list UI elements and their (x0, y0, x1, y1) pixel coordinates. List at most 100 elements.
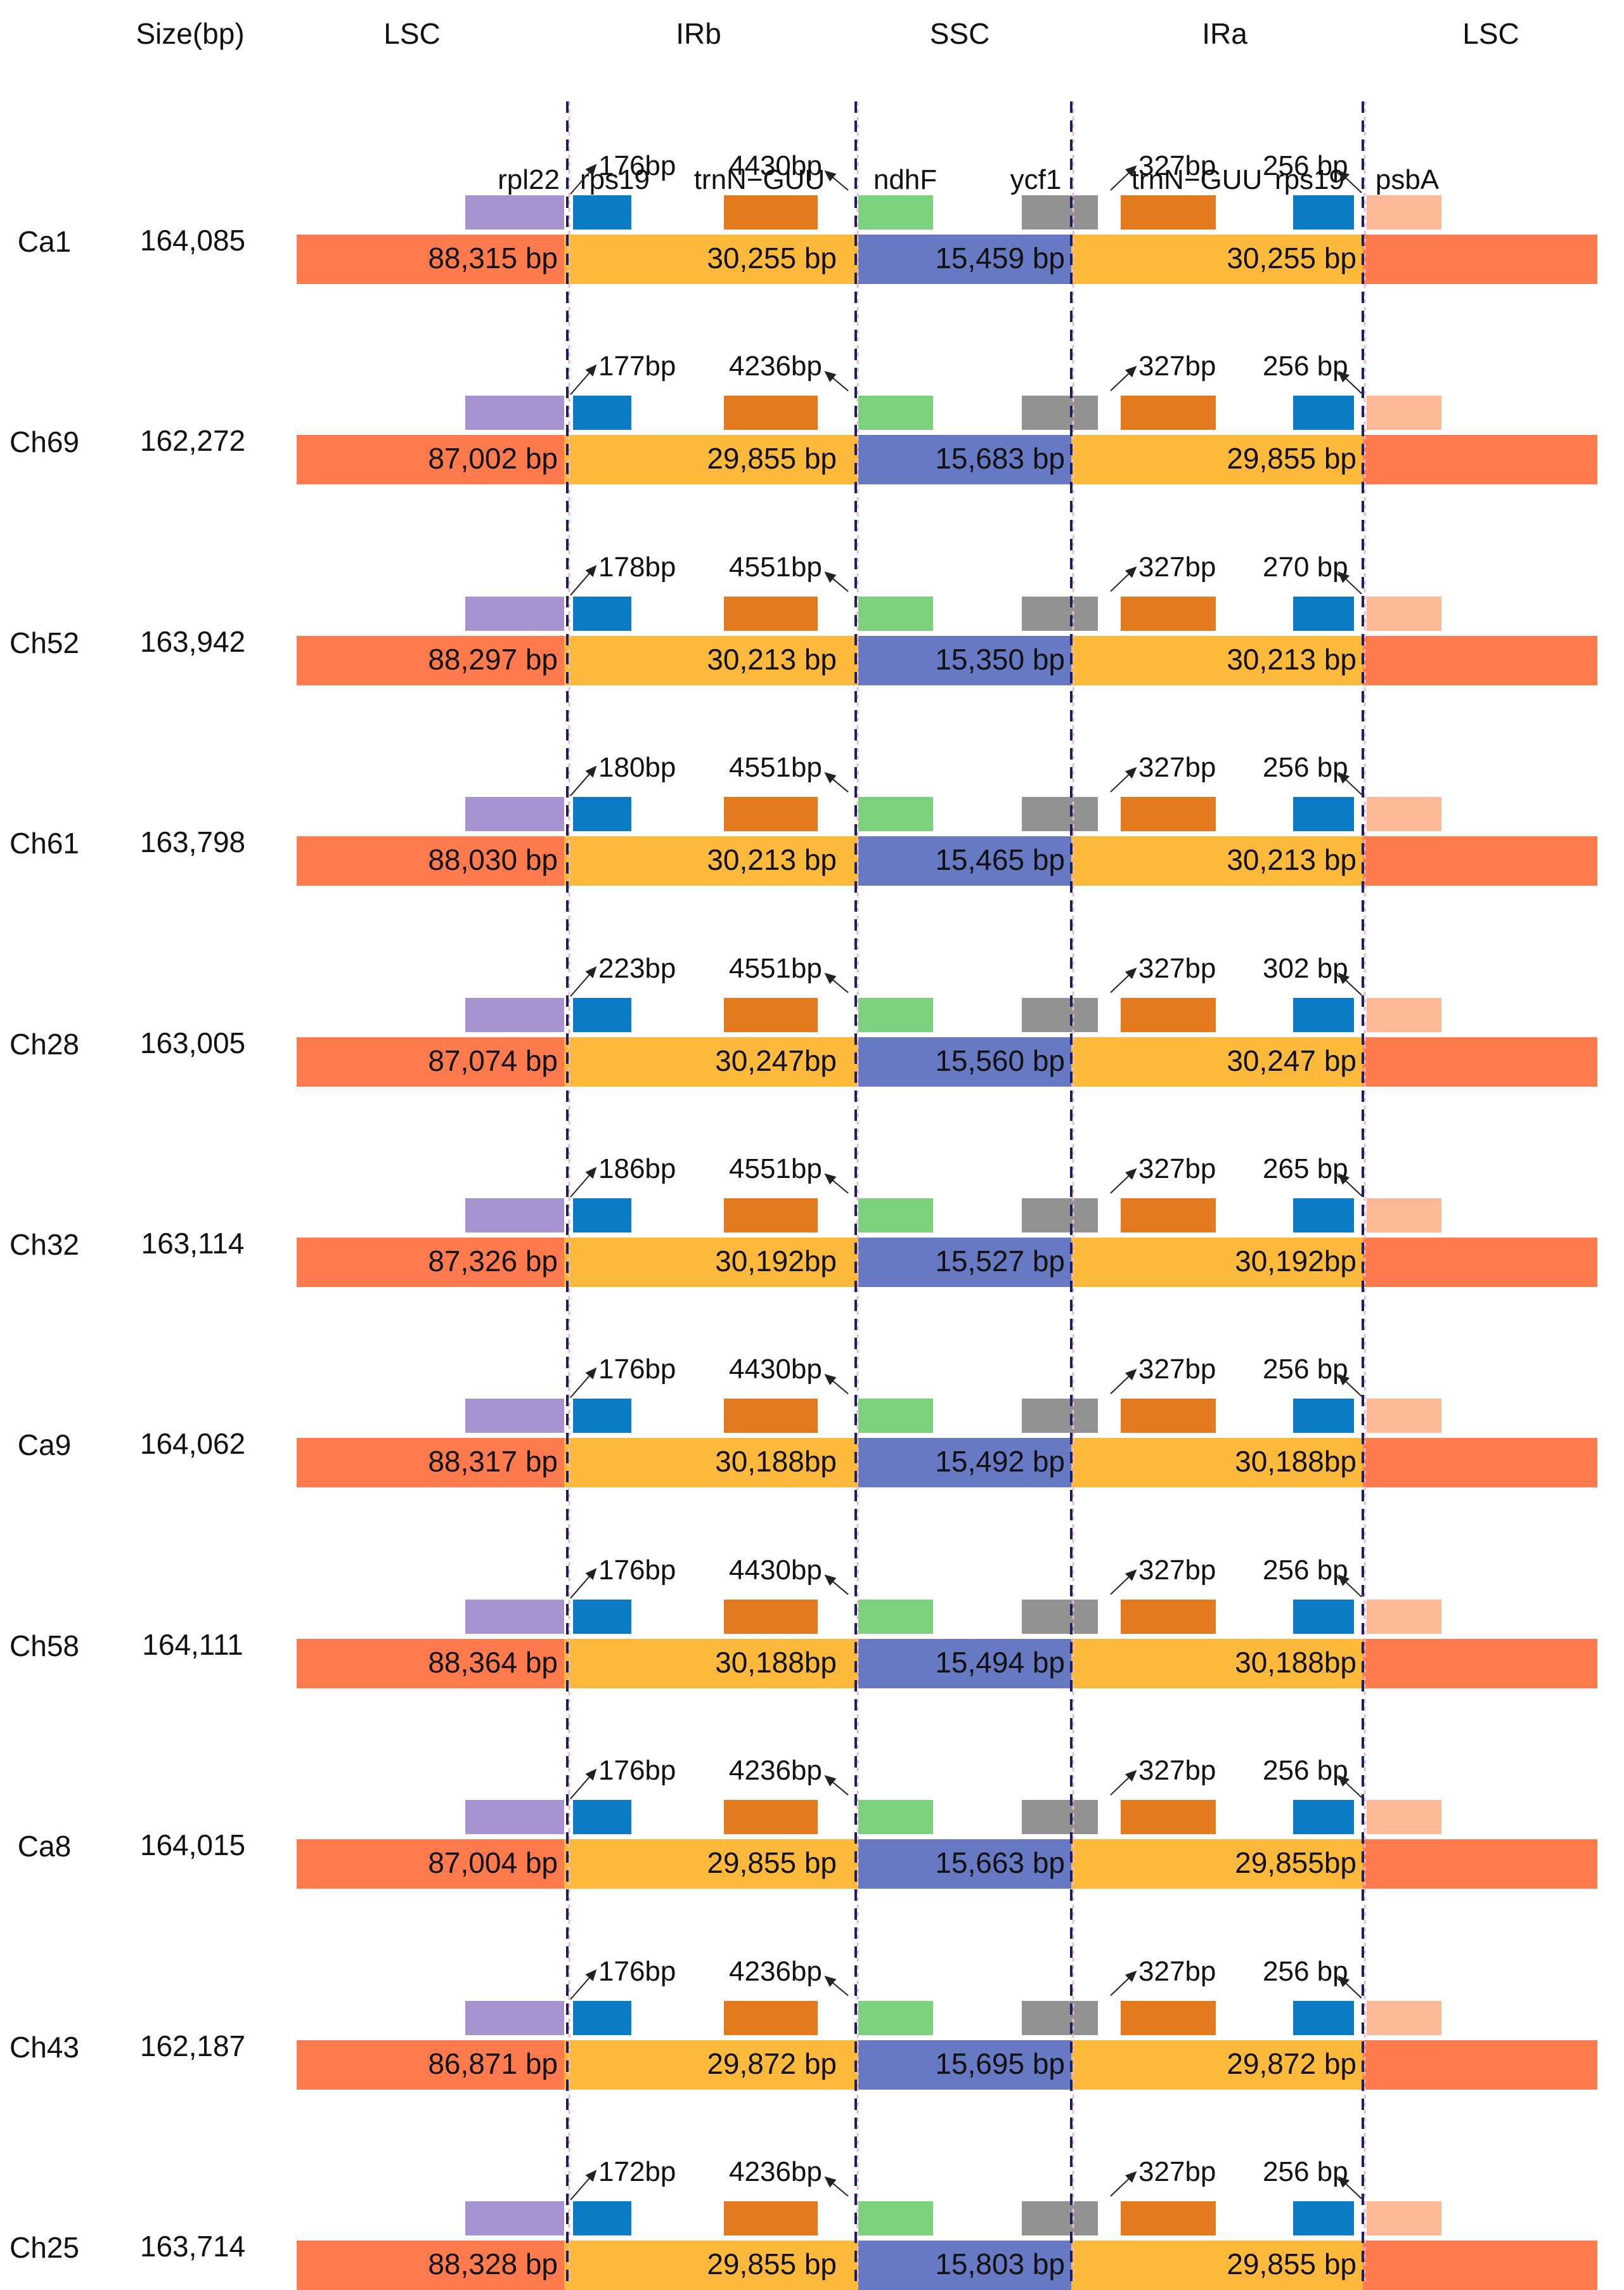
ssc-length: 15,683 bp (935, 442, 1065, 475)
annotation-arrow (1110, 2171, 1137, 2197)
distance-ycf1-ira: 327bp (1138, 150, 1216, 181)
ira-length: 29,855 bp (1227, 2248, 1357, 2280)
annotation-arrow (570, 164, 597, 195)
lsc-bar-right (1363, 836, 1597, 886)
gene-box-0 (465, 997, 564, 1032)
distance-trnn-irb: 4551bp (729, 1153, 822, 1184)
gene-box-4 (1022, 997, 1098, 1032)
lsc-bar-left (297, 1839, 564, 1889)
gene-box-7 (1367, 797, 1441, 832)
distance-ycf1-ira: 327bp (1138, 1354, 1216, 1385)
irb-length: 30,213 bp (707, 642, 837, 676)
annotation-arrow (824, 371, 849, 392)
annotation-arrow (824, 1374, 849, 1395)
gene-box-0 (465, 1198, 564, 1232)
distance-ycf1-ira: 327bp (1138, 2156, 1216, 2187)
ssc-length: 15,527 bp (935, 1245, 1065, 1278)
sample-name: Ca9 (17, 1428, 72, 1462)
gene-box-2 (724, 1198, 818, 1232)
lsc-bar-right (1363, 235, 1597, 284)
gene-box-6 (1293, 195, 1354, 230)
lsc-bar-right (1363, 1238, 1597, 1287)
distance-rps19-irb: 178bp (598, 551, 676, 583)
gene-box-4 (1022, 1599, 1098, 1634)
lsc-bar-right (1363, 1638, 1597, 1688)
gene-box-3 (858, 1399, 933, 1433)
gene-box-2 (724, 2201, 818, 2235)
ssc-bar (858, 435, 1071, 485)
annotation-arrow (570, 1768, 597, 1799)
gene-label-rps19-a: rps19 (1274, 164, 1345, 195)
annotation-arrow (1110, 767, 1137, 792)
annotation-arrow (1110, 165, 1137, 191)
annotation-arrow (824, 170, 849, 191)
ira-length: 30,192bp (1235, 1245, 1357, 1278)
gene-box-5 (1121, 195, 1216, 230)
annotation-arrow (824, 973, 849, 993)
annotation-arrow (1337, 2176, 1362, 2199)
gene-box-2 (724, 997, 818, 1032)
irb-bar (564, 435, 858, 485)
gene-box-1 (573, 1399, 631, 1433)
ira-length: 30,213 bp (1227, 843, 1357, 877)
sample-name: Ch61 (10, 827, 79, 860)
irb-bar (564, 1839, 858, 1889)
distance-trnn-irb: 4551bp (729, 752, 822, 784)
gene-box-1 (573, 997, 631, 1032)
distance-rps19-irb: 176bp (598, 1755, 676, 1787)
region-header-ira: IRa (1202, 17, 1247, 50)
annotation-arrow (570, 1367, 597, 1399)
ira-bar (1071, 635, 1363, 685)
gene-box-0 (465, 1399, 564, 1433)
gene-box-7 (1367, 396, 1441, 430)
ira-length: 30,247 bp (1227, 1044, 1357, 1077)
lsc-length: 86,871 bp (428, 2047, 558, 2080)
gene-box-6 (1293, 396, 1354, 430)
irb-bar (564, 1438, 858, 1488)
annotation-arrow (824, 2176, 849, 2197)
genome-size: 162,187 (139, 2029, 246, 2062)
lsc-bar-left (297, 1638, 564, 1688)
irb-bar (564, 1238, 858, 1287)
gene-box-4 (1022, 1198, 1098, 1232)
gene-box-7 (1367, 2000, 1441, 2035)
distance-ycf1-ira: 327bp (1138, 351, 1216, 382)
annotation-arrow (1110, 1168, 1137, 1194)
irb-bar (564, 235, 858, 284)
gene-box-4 (1022, 2201, 1098, 2235)
size-column-header: Size(bp) (136, 17, 245, 50)
annotation-arrow (824, 1574, 849, 1595)
annotation-arrow (824, 772, 849, 792)
gene-box-4 (1022, 2000, 1098, 2035)
ssc-bar (858, 235, 1071, 284)
ssc-length: 15,803 bp (935, 2248, 1065, 2280)
gene-box-3 (858, 997, 933, 1032)
gene-box-6 (1293, 2000, 1354, 2035)
irb-length: 30,192bp (715, 1245, 837, 1278)
genome-size: 164,111 (142, 1627, 243, 1661)
gene-box-5 (1121, 1800, 1216, 1835)
ssc-bar (858, 1638, 1071, 1688)
ssc-length: 15,560 bp (935, 1044, 1065, 1077)
distance-rps19-ira: 256 bp (1263, 1354, 1348, 1385)
genome-size: 163,005 (139, 1026, 246, 1059)
genome-size: 164,085 (139, 224, 246, 257)
gene-box-4 (1022, 396, 1098, 430)
ssc-bar (858, 2040, 1071, 2090)
distance-rps19-ira: 256 bp (1263, 752, 1348, 784)
irb-length: 30,213 bp (707, 843, 837, 877)
region-header-lsc-right: LSC (1462, 17, 1519, 50)
sample-name: Ch52 (10, 626, 79, 659)
annotation-arrow (824, 1775, 849, 1795)
distance-rps19-irb: 180bp (598, 752, 676, 784)
gene-box-1 (573, 1599, 631, 1634)
distance-trnn-irb: 4430bp (729, 1354, 822, 1385)
gene-box-6 (1293, 1399, 1354, 1433)
lsc-bar-left (297, 1037, 564, 1087)
gene-box-3 (858, 2201, 933, 2235)
distance-ycf1-ira: 327bp (1138, 752, 1216, 784)
distance-ycf1-ira: 327bp (1138, 551, 1216, 583)
ira-bar (1071, 235, 1363, 284)
distance-rps19-ira: 256 bp (1263, 2156, 1348, 2187)
